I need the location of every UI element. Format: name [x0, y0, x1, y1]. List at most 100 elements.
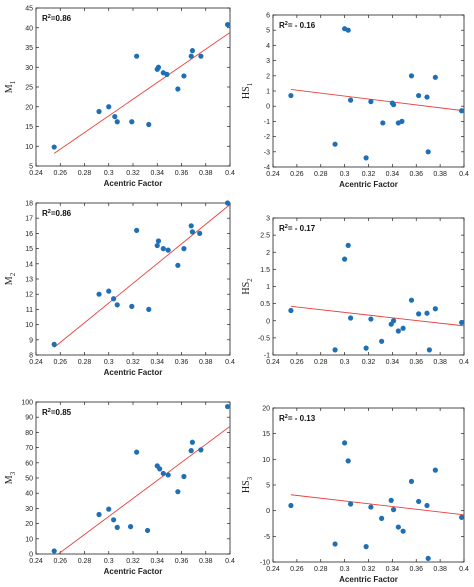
data-point	[165, 247, 171, 253]
x-tick-label: 0.38	[199, 359, 213, 366]
y-tick-label: 10	[25, 536, 33, 543]
x-tick-label: 0.28	[314, 171, 328, 178]
data-point	[160, 246, 166, 252]
x-tick-label: 0.24	[266, 171, 280, 178]
fit-line	[53, 204, 230, 348]
y-tick-label: 20	[262, 406, 270, 413]
x-tick-label: 0.4	[225, 558, 235, 565]
x-tick-label: 0.26	[290, 566, 304, 573]
x-tick-label: 0.36	[175, 170, 189, 177]
y-axis-label-main: M	[4, 84, 15, 93]
data-point	[181, 473, 187, 480]
x-tick-label: 0.36	[175, 558, 189, 565]
x-tick-label: 0.36	[409, 171, 423, 178]
x-tick-label: 0.34	[150, 170, 164, 177]
data-point	[154, 242, 160, 249]
data-point	[175, 86, 181, 92]
data-point	[224, 200, 231, 206]
y-axis-label-sub: 3	[246, 476, 254, 480]
y-axis-label-main: M	[4, 475, 15, 484]
r-squared-sup: 2	[285, 414, 288, 420]
data-point	[363, 544, 369, 550]
y-tick-label: 16	[25, 231, 33, 238]
data-point	[181, 73, 187, 79]
x-tick-label: 0.3	[340, 566, 350, 573]
data-point	[426, 347, 432, 353]
y-axis-label: M2	[4, 272, 17, 285]
r-squared-annotation: R2= - 0.13	[279, 414, 316, 423]
y-axis-label-sub: 3	[9, 471, 17, 475]
fit-line	[290, 494, 464, 516]
y-tick-label: 90	[25, 415, 33, 422]
data-point	[129, 119, 135, 125]
y-tick-label: 40	[25, 491, 33, 498]
y-tick-label: 30	[25, 506, 33, 513]
x-tick-label: 0.26	[53, 558, 67, 565]
y-tick-label: 6	[266, 13, 270, 20]
data-point	[408, 478, 415, 485]
y-tick-label: -4	[264, 165, 270, 172]
data-point	[175, 489, 181, 495]
r-squared-value: =0.86	[51, 209, 72, 218]
x-tick-label: 0.26	[53, 359, 67, 366]
data-point	[106, 288, 112, 294]
y-tick-label: -1	[264, 119, 270, 126]
data-point	[400, 325, 406, 331]
y-tick-label: 11	[26, 307, 33, 314]
data-point	[332, 541, 338, 547]
panel-hs1: 0.24 0.26 0.28 0.3 0.32 0.34 0.36 0.38 0.4 -4 -3 -2…	[241, 13, 469, 190]
data-point	[114, 119, 120, 125]
y-axis-label-main: HS	[241, 86, 252, 99]
data-point	[368, 99, 374, 105]
data-point	[160, 470, 166, 477]
y-axis-label: M1	[4, 80, 17, 93]
y-axis-label-sub: 2	[9, 272, 17, 276]
x-axis-label: Acentric Factor	[104, 368, 163, 377]
data-point	[288, 307, 294, 314]
data-point	[332, 347, 338, 353]
data-point	[146, 121, 152, 128]
data-point	[134, 53, 140, 59]
data-point	[347, 501, 354, 507]
data-point	[408, 73, 415, 79]
data-point	[432, 74, 438, 80]
y-tick-label: 10	[262, 457, 270, 464]
x-axis-label: Acentric Factor	[104, 179, 163, 188]
x-tick-label: 0.24	[29, 170, 43, 177]
plot-frame	[35, 401, 231, 555]
y-tick-label: 50	[25, 476, 33, 483]
data-point	[379, 515, 385, 521]
x-tick-label: 0.3	[104, 170, 114, 177]
data-point	[424, 310, 430, 316]
r-squared-sup: 2	[48, 14, 51, 20]
x-tick-label: 0.3	[104, 558, 114, 565]
data-point	[129, 303, 135, 309]
fit-line	[290, 89, 464, 112]
data-point	[51, 341, 57, 347]
data-point	[400, 528, 406, 534]
y-tick-label: 1.5	[260, 267, 270, 274]
data-point	[342, 440, 348, 446]
y-tick-label: 10	[25, 322, 33, 329]
r-squared-annotation: R2=0.85	[42, 408, 72, 417]
data-point	[111, 296, 117, 302]
x-tick-label: 0.3	[340, 171, 350, 178]
plot-frame	[272, 217, 465, 356]
x-tick-label: 0.24	[29, 359, 43, 366]
r-squared-sup: 2	[285, 224, 288, 230]
x-tick-label: 0.28	[314, 359, 328, 366]
x-tick-label: 0.38	[433, 171, 447, 178]
r-squared-annotation: R2= - 0.16	[279, 21, 316, 30]
y-tick-label: 4	[266, 43, 270, 50]
x-tick-label: 0.32	[362, 566, 376, 573]
panel-m1: 0.24 0.26 0.28 0.3 0.32 0.34 0.36 0.38 0.4 5 10 15 2…	[4, 6, 235, 189]
y-axis-label-main: HS	[241, 480, 252, 493]
x-tick-label: 0.36	[409, 566, 423, 573]
x-axis-label: Acentric Factor	[339, 180, 398, 189]
x-tick-label: 0.26	[53, 170, 67, 177]
data-point	[390, 318, 397, 324]
y-tick-label: 1	[266, 284, 270, 291]
r-squared-annotation: R2=0.86	[42, 14, 72, 23]
x-tick-label: 0.28	[78, 558, 92, 565]
